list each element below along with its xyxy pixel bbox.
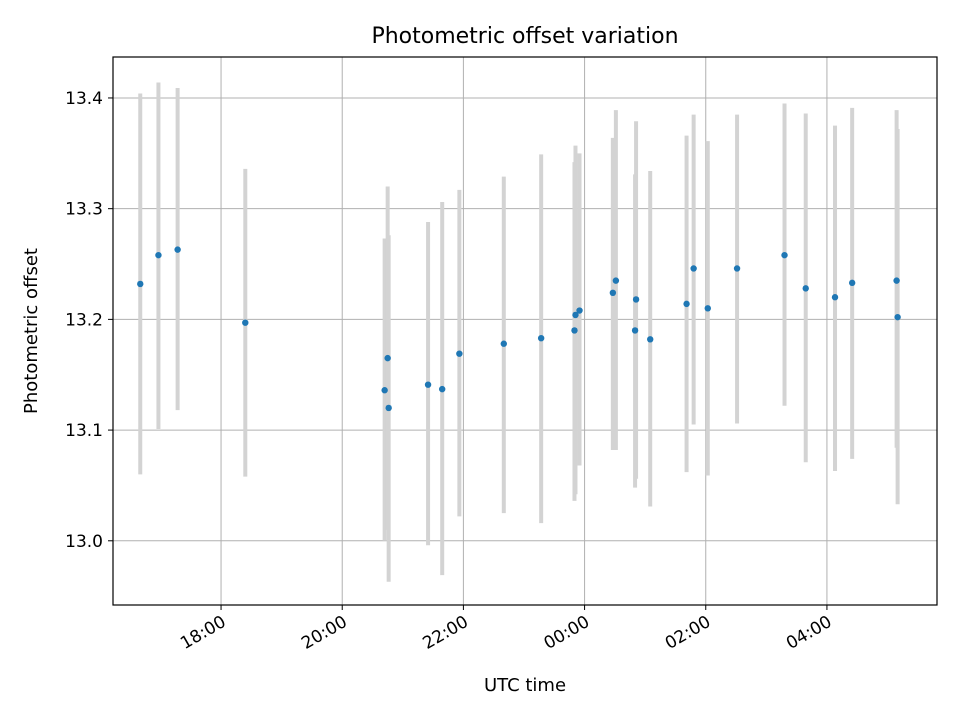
data-point	[242, 319, 249, 326]
data-point	[609, 289, 617, 297]
data-point	[571, 327, 578, 334]
data-point	[576, 307, 583, 314]
data-point	[174, 246, 181, 253]
y-tick-label: 13.3	[65, 200, 103, 220]
plot-frame	[112, 56, 938, 606]
data-point	[500, 340, 507, 347]
y-tick-label: 13.2	[65, 310, 103, 330]
y-tick-label: 13.4	[65, 89, 103, 109]
data-point	[385, 404, 392, 412]
data-point	[572, 311, 579, 319]
data-point	[893, 277, 900, 284]
data-point	[612, 277, 620, 284]
data-point	[647, 336, 654, 343]
data-point	[683, 300, 690, 308]
data-point	[137, 280, 144, 288]
data-point	[632, 296, 640, 303]
y-axis-label: Photometric offset	[21, 248, 42, 414]
data-point	[381, 387, 388, 394]
y-tick-label: 13.0	[65, 532, 103, 552]
data-point	[802, 285, 809, 292]
data-point	[424, 381, 432, 388]
data-point	[631, 327, 639, 334]
x-axis-label: UTC time	[484, 675, 566, 696]
data-point	[831, 294, 839, 301]
chart-title: Photometric offset variation	[371, 24, 678, 49]
grid	[113, 57, 937, 605]
data-point	[781, 251, 788, 259]
data-point	[733, 265, 741, 272]
data-point	[438, 385, 446, 393]
y-tick-label: 13.1	[65, 421, 103, 441]
data-point	[155, 251, 162, 259]
y-axis: 13.0 13.1 13.2 13.3 13.4	[65, 89, 113, 552]
data-point	[456, 350, 463, 357]
data-point	[848, 279, 856, 287]
data-points	[137, 246, 901, 412]
data-point	[894, 313, 901, 321]
data-point	[537, 334, 545, 342]
data-point	[704, 305, 711, 312]
data-point	[384, 354, 391, 362]
data-point	[690, 265, 697, 272]
